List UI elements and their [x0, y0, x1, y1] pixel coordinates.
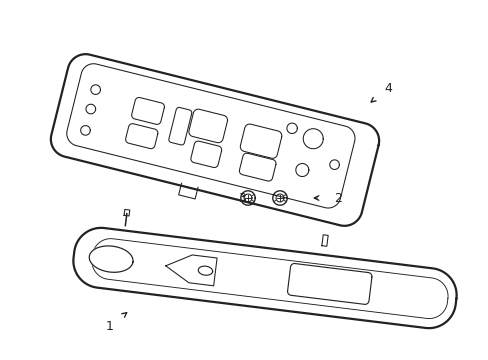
Text: 1: 1: [106, 320, 114, 333]
Text: 4: 4: [383, 81, 391, 94]
Polygon shape: [51, 54, 378, 226]
Polygon shape: [89, 246, 133, 272]
Text: 3: 3: [238, 192, 245, 204]
Polygon shape: [287, 264, 371, 304]
Polygon shape: [73, 228, 456, 328]
Text: 2: 2: [333, 192, 341, 204]
Polygon shape: [198, 266, 212, 275]
